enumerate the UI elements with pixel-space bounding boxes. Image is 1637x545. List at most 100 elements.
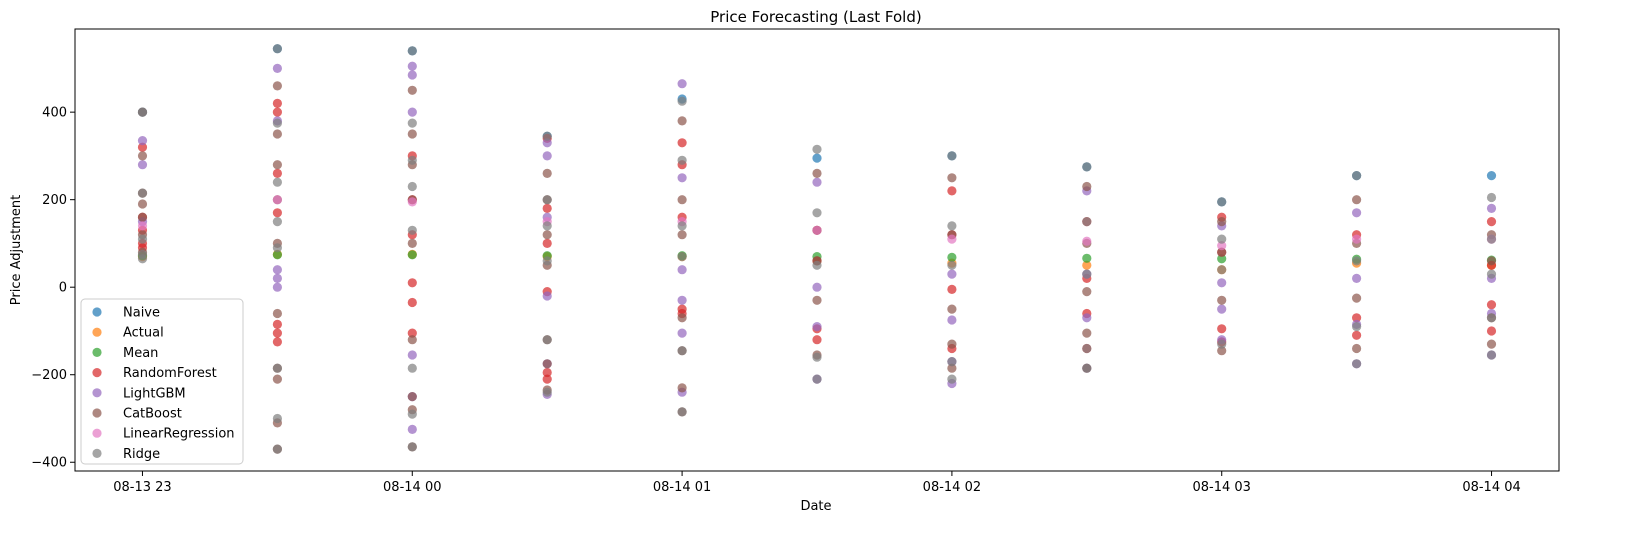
data-point <box>1217 265 1227 275</box>
legend-label: RandomForest <box>123 366 217 381</box>
data-point <box>677 96 687 106</box>
y-tick-label: −200 <box>31 368 67 383</box>
data-point <box>1082 363 1092 373</box>
legend-marker <box>92 388 102 398</box>
legend-label: LightGBM <box>123 386 186 401</box>
legend-label: LinearRegression <box>123 427 235 442</box>
data-point <box>407 107 417 117</box>
data-point <box>1352 208 1362 218</box>
data-point <box>812 177 822 187</box>
data-point <box>407 363 417 373</box>
data-point <box>812 153 822 163</box>
data-point <box>137 136 148 146</box>
data-point <box>407 350 417 360</box>
data-point <box>137 160 148 170</box>
data-point <box>407 409 417 419</box>
data-point <box>1486 192 1497 203</box>
data-point <box>1217 247 1227 257</box>
data-point <box>272 243 282 253</box>
data-point <box>407 155 417 165</box>
data-point <box>947 363 957 373</box>
data-point <box>1082 287 1092 297</box>
plot-border <box>74 28 1560 472</box>
data-point <box>947 221 957 231</box>
data-point <box>137 221 148 231</box>
data-point <box>1217 346 1227 356</box>
data-point <box>272 217 282 227</box>
data-point <box>542 387 552 397</box>
data-point <box>947 269 957 279</box>
data-point <box>947 151 957 161</box>
data-point <box>1486 234 1497 244</box>
data-point <box>1217 324 1227 334</box>
data-point <box>542 131 552 141</box>
data-point <box>812 168 822 178</box>
data-point <box>272 107 282 117</box>
legend-marker <box>92 408 102 418</box>
legend-item-catboost: CatBoost <box>92 407 182 422</box>
data-point <box>1082 236 1092 246</box>
y-axis: −400 −200 0 200 400 <box>31 106 75 471</box>
data-point <box>947 374 957 384</box>
data-point <box>407 225 417 235</box>
data-point <box>542 221 552 231</box>
y-tick-label: 0 <box>59 281 67 296</box>
data-point <box>137 142 148 152</box>
data-point <box>947 315 957 325</box>
data-point <box>542 138 552 148</box>
data-point <box>1352 234 1362 244</box>
data-point <box>812 282 822 292</box>
legend-label: Naive <box>123 306 160 321</box>
x-tick-label: 08-14 04 <box>1462 480 1520 495</box>
data-point <box>947 304 957 314</box>
data-point <box>407 129 417 139</box>
data-point <box>407 442 417 452</box>
data-point <box>407 70 417 80</box>
data-point <box>1486 339 1497 349</box>
y-tick-label: −400 <box>31 456 67 471</box>
data-point <box>812 144 822 154</box>
data-point <box>137 212 148 222</box>
data-point <box>677 138 687 148</box>
data-point <box>1082 181 1092 192</box>
y-tick-label: 200 <box>42 193 67 208</box>
data-point <box>137 249 148 259</box>
series-ridge <box>137 44 1497 454</box>
data-point <box>1486 256 1497 266</box>
data-point <box>272 129 282 139</box>
y-tick-label: 400 <box>42 106 67 121</box>
legend-item-randomforest: RandomForest <box>92 366 217 381</box>
data-point <box>677 313 687 323</box>
data-point <box>947 260 957 270</box>
data-point <box>812 225 822 235</box>
data-point <box>1352 195 1362 205</box>
data-point <box>542 238 552 248</box>
data-point <box>407 181 417 192</box>
data-point <box>1352 330 1362 340</box>
data-point <box>677 173 687 183</box>
data-point <box>1352 171 1362 181</box>
legend-marker <box>92 428 102 438</box>
data-point <box>407 297 417 308</box>
legend-marker <box>92 368 102 378</box>
data-point <box>407 250 417 260</box>
data-point <box>1352 256 1362 266</box>
data-point <box>947 252 957 262</box>
data-point <box>272 273 282 283</box>
data-point <box>1352 313 1362 323</box>
legend-frame <box>80 298 244 465</box>
data-point <box>947 186 957 196</box>
data-point <box>1217 339 1227 349</box>
data-point <box>542 335 552 345</box>
data-point <box>677 328 687 338</box>
legend-marker <box>92 448 102 458</box>
data-point <box>677 79 687 89</box>
data-point <box>272 160 282 170</box>
data-point <box>272 44 282 54</box>
data-point <box>1082 343 1092 354</box>
data-point <box>272 168 282 178</box>
data-point <box>1082 313 1092 323</box>
data-point <box>137 199 148 209</box>
data-point <box>677 155 687 165</box>
